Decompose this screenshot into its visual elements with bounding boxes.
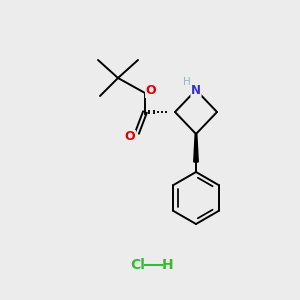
Text: O: O	[146, 85, 156, 98]
Text: Cl: Cl	[130, 258, 146, 272]
Text: N: N	[191, 83, 201, 97]
Text: H: H	[162, 258, 174, 272]
Text: H: H	[183, 77, 191, 87]
Polygon shape	[194, 134, 198, 162]
Text: O: O	[125, 130, 135, 143]
